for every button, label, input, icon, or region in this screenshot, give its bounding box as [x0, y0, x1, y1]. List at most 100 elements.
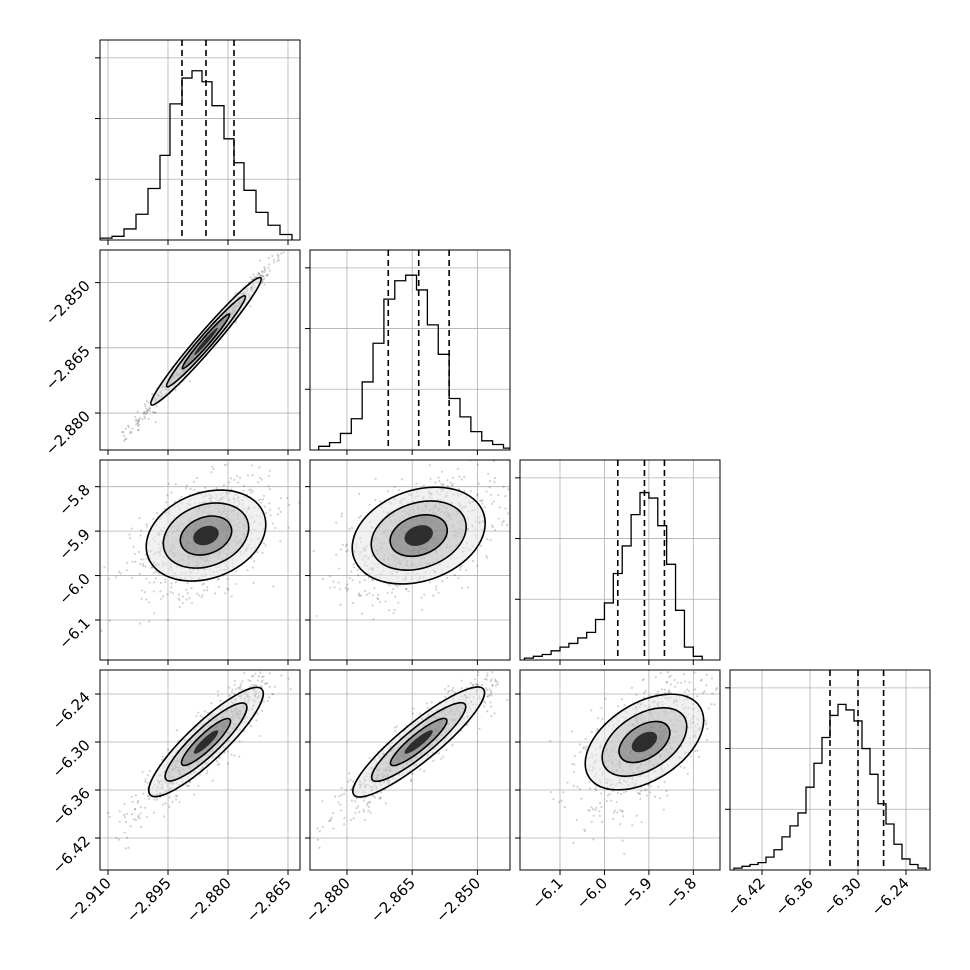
sample-point	[139, 812, 142, 815]
sample-point	[197, 594, 201, 597]
sample-point	[145, 407, 148, 410]
sample-point	[149, 769, 152, 772]
sample-point	[510, 472, 512, 474]
sample-point	[306, 842, 308, 844]
sample-point	[139, 806, 142, 809]
sample-point	[357, 594, 360, 597]
density-fill	[404, 525, 433, 546]
sample-point	[141, 770, 144, 773]
sample-point	[178, 598, 181, 602]
sample-point	[125, 812, 128, 816]
sample-point	[450, 688, 454, 692]
sample-point	[268, 685, 271, 688]
sample-point	[247, 679, 250, 682]
sample-point	[459, 566, 462, 569]
sample-point	[486, 710, 489, 713]
sample-point	[683, 690, 686, 694]
sample-point	[296, 564, 298, 566]
sample-point	[394, 595, 397, 598]
sample-point	[279, 497, 282, 500]
sample-point	[225, 463, 228, 466]
sample-point	[138, 817, 141, 820]
sample-point	[246, 569, 249, 572]
sample-point	[451, 484, 454, 487]
density-fill	[194, 327, 218, 355]
sample-point	[579, 751, 582, 754]
sample-point	[349, 818, 352, 822]
sample-point	[226, 587, 229, 590]
sample-point	[496, 682, 499, 686]
contour-line	[164, 702, 248, 782]
sample-point	[262, 494, 266, 497]
sample-point	[397, 488, 400, 492]
sample-point	[152, 571, 156, 574]
sample-point	[357, 805, 360, 808]
sample-point	[268, 672, 271, 675]
sample-point	[344, 789, 347, 792]
sample-point	[143, 591, 147, 594]
sample-point	[484, 701, 487, 704]
sample-point	[344, 544, 347, 548]
sample-point	[137, 550, 140, 554]
sample-point	[211, 779, 214, 782]
sample-point	[133, 807, 137, 811]
sample-point	[168, 805, 171, 808]
sample-point	[252, 273, 255, 276]
sample-point	[558, 800, 561, 804]
sample-point	[162, 803, 165, 806]
sample-point	[132, 545, 135, 548]
sample-point	[277, 256, 280, 259]
sample-point	[265, 682, 269, 685]
sample-point	[260, 478, 263, 481]
sample-point	[145, 410, 149, 413]
sample-point	[140, 597, 143, 600]
sample-point	[665, 681, 668, 684]
sample-point	[166, 494, 169, 497]
sample-point	[490, 524, 494, 527]
sample-point	[205, 772, 208, 775]
sample-point	[253, 684, 256, 687]
sample-point	[472, 683, 475, 686]
sample-point	[371, 594, 374, 597]
sample-point	[223, 751, 226, 754]
sample-point	[435, 588, 438, 591]
sample-point	[485, 688, 488, 692]
sample-point	[265, 511, 268, 515]
sample-point	[227, 588, 230, 591]
sample-point	[345, 543, 349, 546]
sample-point	[142, 412, 145, 415]
sample-point	[155, 405, 158, 408]
sample-point	[139, 534, 142, 537]
sample-point	[228, 694, 231, 697]
x-tick-label: −2.850	[432, 874, 484, 926]
sample-point	[206, 770, 209, 773]
sample-point	[168, 796, 171, 799]
sample-point	[144, 553, 147, 556]
sample-point	[161, 758, 164, 762]
sample-point	[340, 512, 344, 515]
sample-point	[339, 803, 342, 806]
sample-point	[272, 585, 275, 588]
sample-point	[459, 568, 462, 571]
sample-point	[252, 675, 255, 678]
sample-point	[277, 254, 280, 257]
sample-point	[148, 620, 151, 623]
sample-point	[201, 594, 204, 597]
sample-point	[145, 577, 148, 580]
sample-point	[339, 809, 342, 812]
sample-point	[423, 769, 426, 773]
sample-point	[159, 590, 162, 593]
sample-point	[486, 672, 489, 675]
sample-point	[415, 482, 418, 485]
sample-point	[441, 580, 444, 583]
sample-point	[498, 506, 501, 509]
sample-point	[169, 590, 172, 594]
sample-point	[362, 808, 365, 811]
sample-point	[411, 712, 414, 715]
sample-point	[137, 814, 140, 817]
sample-point	[228, 481, 231, 484]
sample-point	[249, 488, 253, 491]
sample-point	[177, 597, 180, 600]
sample-point	[108, 815, 111, 819]
panel-3-0: −6.42−6.36−6.30−6.24−2.910 −2.895 −2.880 −2…	[49, 669, 301, 926]
